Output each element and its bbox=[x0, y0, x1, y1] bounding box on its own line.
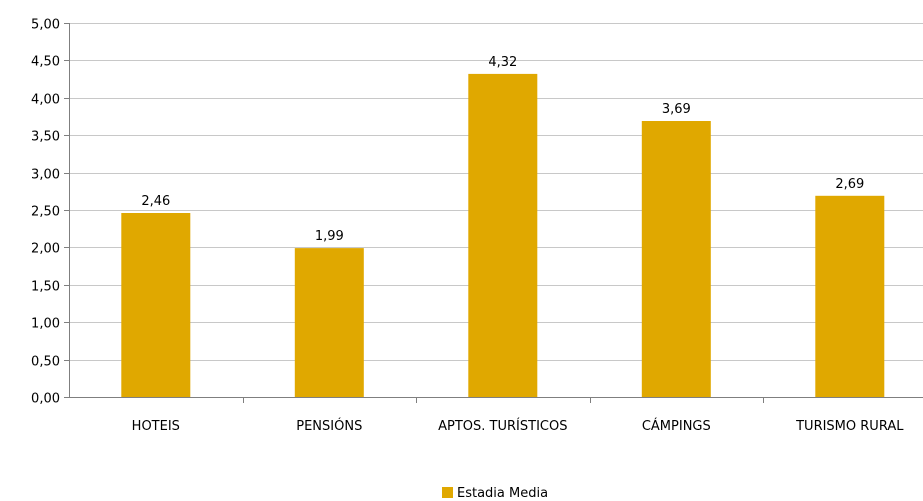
x-category-label: APTOS. TURÍSTICOS bbox=[438, 418, 567, 434]
data-label: 2,46 bbox=[141, 194, 170, 209]
data-label: 3,69 bbox=[662, 102, 691, 117]
bar bbox=[294, 248, 364, 397]
bar bbox=[121, 213, 191, 397]
y-tick-label: 5,00 bbox=[31, 18, 60, 33]
y-tick-label: 3,50 bbox=[31, 130, 60, 145]
y-tick-label: 0,50 bbox=[31, 355, 60, 370]
y-tick-label: 1,00 bbox=[31, 317, 60, 332]
y-tick-label: 4,50 bbox=[31, 55, 60, 70]
legend-label: Estadia Media bbox=[457, 486, 548, 501]
y-tick-label: 2,00 bbox=[31, 242, 60, 257]
y-tick-label: 4,00 bbox=[31, 93, 60, 108]
x-category-label: PENSIÓNS bbox=[296, 418, 362, 434]
data-label: 2,69 bbox=[835, 177, 864, 192]
bar bbox=[641, 121, 711, 397]
y-tick-labels: 0,00 0,50 1,00 1,50 2,00 2,50 3,00 3,50 4,00 4,50… bbox=[31, 18, 60, 407]
legend: Estadia Media bbox=[442, 486, 548, 501]
legend-swatch bbox=[442, 487, 453, 498]
bar bbox=[815, 195, 885, 397]
y-tick-label: 2,50 bbox=[31, 205, 60, 220]
bars bbox=[121, 73, 885, 398]
data-label: 1,99 bbox=[315, 229, 344, 244]
axes bbox=[64, 23, 923, 403]
y-tick-label: 3,00 bbox=[31, 168, 60, 183]
y-tick-label: 1,50 bbox=[31, 280, 60, 295]
x-category-labels: HOTEIS PENSIÓNS APTOS. TURÍSTICOS CÁMPINGS T… bbox=[132, 418, 905, 434]
x-category-label: TURISMO RURAL bbox=[795, 419, 904, 434]
x-category-label: HOTEIS bbox=[132, 419, 180, 434]
data-labels: 2,46 1,99 4,32 3,69 2,69 bbox=[141, 55, 864, 244]
bar bbox=[468, 73, 538, 398]
data-label: 4,32 bbox=[488, 55, 517, 70]
x-category-label: CÁMPINGS bbox=[642, 418, 711, 434]
y-tick-label: 0,00 bbox=[31, 392, 60, 407]
